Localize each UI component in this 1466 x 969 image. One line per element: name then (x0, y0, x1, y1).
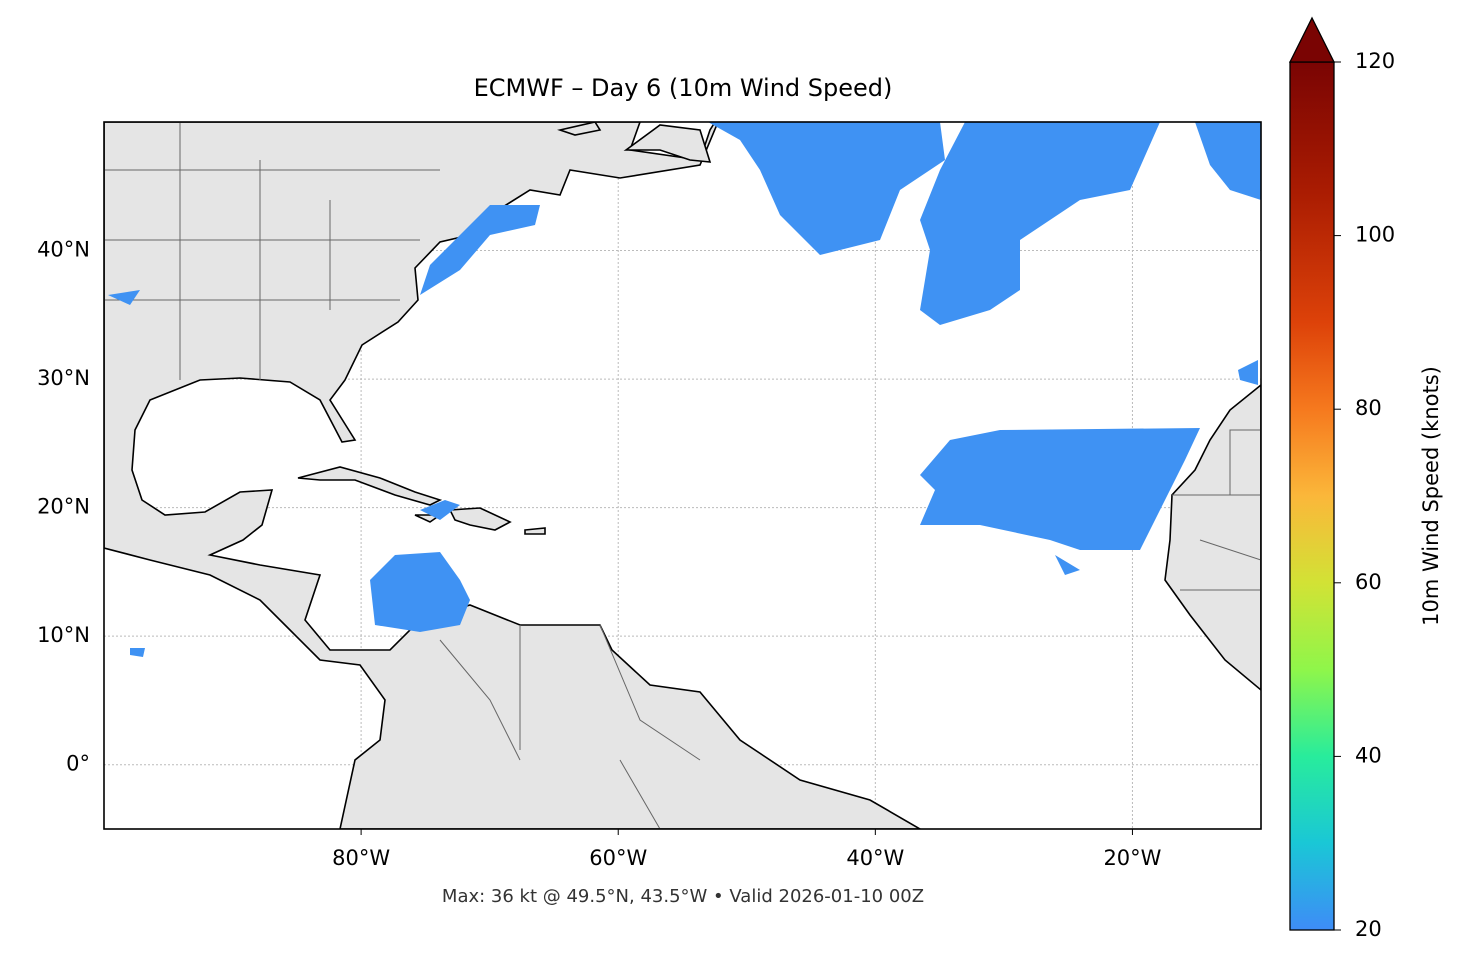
africa (1164, 383, 1261, 692)
y-tick-label: 0° (66, 752, 90, 776)
hispaniola (414, 507, 546, 535)
y-tick-label: 40°N (37, 238, 90, 262)
x-tick-label: 80°W (332, 846, 390, 870)
wind-field (108, 122, 1261, 657)
axes: 80°W 60°W 40°W 20°W 0° 10°N 20°N 30°N 40°N (37, 238, 1162, 870)
plot-frame (103, 121, 1262, 830)
colorbar-tick-label: 40 (1355, 743, 1382, 767)
y-tick-label: 20°N (37, 495, 90, 519)
y-tick-label: 30°N (37, 366, 90, 390)
x-tick-label: 60°W (589, 846, 647, 870)
map-title: ECMWF – Day 6 (10m Wind Speed) (474, 74, 893, 102)
colorbar-extend (1288, 16, 1336, 63)
map-area (104, 122, 1261, 829)
colorbar-tick-label: 20 (1355, 917, 1382, 941)
colorbar-label: 10m Wind Speed (knots) (1419, 366, 1443, 626)
footer-note: Max: 36 kt @ 49.5°N, 43.5°W • Valid 2026… (442, 886, 924, 907)
borders (104, 122, 1261, 829)
colorbar-tick-label: 120 (1355, 49, 1395, 73)
x-tick-label: 40°W (846, 846, 904, 870)
colorbar-tick-label: 100 (1355, 223, 1395, 247)
colorbar: 10m Wind Speed (knots) 20 40 60 80 100 120 (1288, 16, 1443, 941)
colorbar-tick-label: 60 (1355, 570, 1382, 594)
labrador (557, 122, 712, 163)
x-tick-label: 20°W (1103, 846, 1161, 870)
americas (104, 122, 922, 829)
colorbar-scale (1289, 61, 1335, 931)
cuba (297, 466, 443, 506)
colorbar-tick-label: 80 (1355, 396, 1382, 420)
y-tick-label: 10°N (37, 623, 90, 647)
